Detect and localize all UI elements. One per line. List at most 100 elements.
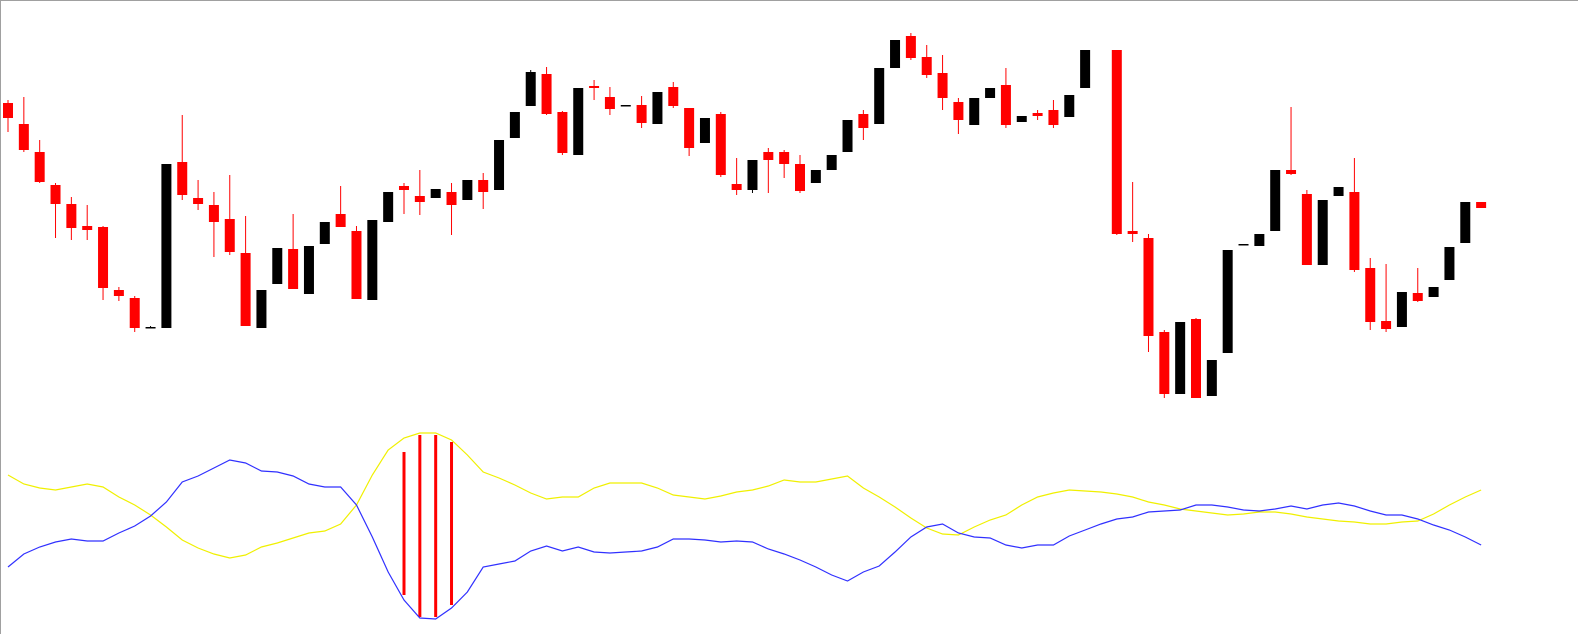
indicator-line (7, 432, 1482, 559)
candle-body (34, 152, 45, 182)
candle-body (430, 189, 441, 198)
candle-body (1048, 110, 1059, 125)
candle-body (525, 72, 536, 106)
candle-body (1032, 113, 1043, 116)
candle-body (731, 184, 742, 190)
candle-body (1444, 247, 1455, 280)
candle-body (810, 170, 821, 183)
candle-body (1080, 50, 1091, 88)
candle-body (747, 160, 758, 190)
candle-body (779, 152, 790, 164)
candle-body (177, 162, 188, 195)
candle-body (319, 222, 330, 244)
candle-body (82, 226, 93, 230)
candle-body (1270, 170, 1281, 231)
candle-body (1000, 85, 1011, 125)
candle-body (969, 98, 980, 125)
candle-body (1381, 321, 1392, 329)
candle-body (573, 88, 584, 155)
candle-body (272, 248, 283, 284)
candle-body (478, 180, 489, 192)
candle-body (604, 97, 615, 109)
candle-body (367, 220, 378, 300)
candle-body (18, 124, 29, 150)
candle-body (1396, 292, 1407, 327)
candle-body (589, 86, 600, 88)
histogram-bar (402, 452, 406, 595)
candle-body (541, 74, 552, 114)
candle-body (1206, 360, 1217, 396)
candle-body (905, 36, 916, 58)
candle-body (1254, 234, 1265, 246)
candle-body (795, 164, 805, 191)
candle-body (1191, 319, 1201, 398)
candle-body (208, 205, 219, 222)
candle-body (636, 105, 647, 123)
candle-body (1365, 268, 1376, 322)
candle-body (3, 103, 13, 118)
candle-body (1064, 95, 1075, 117)
candle-body (509, 112, 520, 138)
candle-body (1159, 332, 1170, 394)
candle-body (1428, 287, 1439, 297)
candle-body (1412, 293, 1423, 301)
candle-body (985, 88, 996, 98)
candle-body (1238, 244, 1249, 246)
candle-body (1349, 192, 1360, 270)
candle-body (1476, 202, 1487, 208)
candle-body (1016, 116, 1027, 122)
candle-body (113, 290, 124, 296)
candle-body (715, 114, 726, 175)
candle-body (129, 298, 140, 328)
candle-body (652, 92, 663, 124)
candle-body (303, 246, 314, 294)
candle-body (1222, 250, 1233, 353)
candle-body (668, 87, 679, 106)
candle-body (763, 152, 774, 160)
candle-body (921, 57, 932, 75)
candle-body (193, 198, 204, 204)
candle-body (256, 290, 267, 328)
candle-body (1333, 187, 1344, 196)
candle-body (399, 186, 409, 190)
candle-body (826, 155, 837, 170)
histogram-bar (434, 435, 438, 617)
candle-body (145, 327, 156, 329)
candle-body (1127, 231, 1138, 234)
candle-body (462, 180, 473, 200)
candle-body (383, 192, 394, 222)
candle-body (98, 227, 109, 288)
candle-body (1143, 238, 1154, 336)
candle-body (953, 102, 964, 120)
candle-body (858, 114, 869, 128)
histogram-bar (418, 435, 422, 617)
candle-body (66, 204, 77, 228)
candle-body (335, 214, 346, 227)
candle-body (494, 140, 505, 190)
candle-body (1175, 322, 1186, 394)
candle-body (890, 40, 901, 68)
candle-body (1301, 194, 1312, 265)
candle-body (1317, 200, 1328, 265)
histogram-bar (450, 442, 454, 605)
candle-body (842, 120, 853, 152)
candle-body (161, 164, 172, 328)
candle-body (1286, 170, 1297, 174)
candle-body (240, 253, 251, 326)
candle-body (557, 112, 568, 153)
candle-body (446, 192, 457, 205)
candle-body (874, 68, 885, 124)
candle-body (1111, 50, 1122, 234)
candle-body (288, 249, 299, 289)
candle-body (937, 73, 948, 98)
candle-body (414, 196, 425, 202)
candle-body (1460, 202, 1471, 243)
candle-body (351, 231, 362, 299)
candle-body (699, 118, 710, 143)
indicator-line (7, 459, 1482, 620)
candle-body (620, 105, 631, 107)
candle-body (684, 108, 695, 148)
